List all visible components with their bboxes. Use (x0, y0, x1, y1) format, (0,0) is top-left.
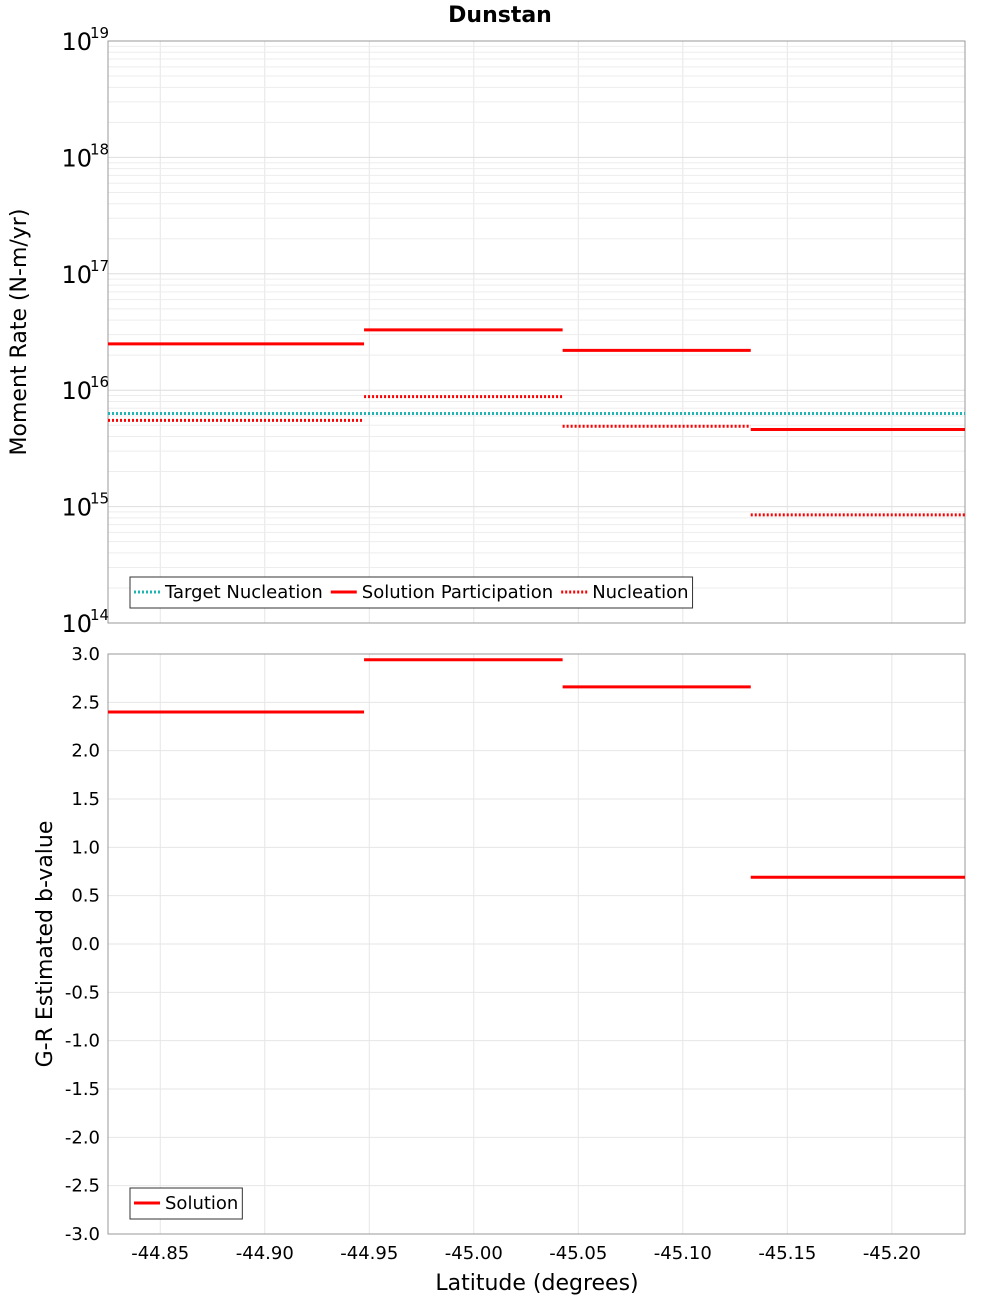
y-tick-label: -2.5 (65, 1176, 100, 1197)
y-tick-label: -1.0 (65, 1031, 100, 1052)
x-tick-label: -44.90 (236, 1243, 294, 1264)
y-tick-exponent: 18 (90, 140, 109, 158)
y-tick-label: 1.5 (71, 789, 100, 810)
x-tick-label: -45.10 (654, 1243, 712, 1264)
x-tick-label: -44.85 (131, 1243, 189, 1264)
x-tick-label: -45.00 (445, 1243, 503, 1264)
y-tick-label: 10 (61, 261, 92, 289)
y-axis-label: Moment Rate (N-m/yr) (7, 209, 32, 456)
x-tick-label: -45.20 (863, 1243, 921, 1264)
b-value-panel: 3.0 2.5 2.0 1.5 1.0 0.5 0.0 -0.5 -1.0 -1.5 -2.0 -2.… (33, 644, 966, 1264)
y-tick-label: 10 (61, 28, 92, 56)
y-tick-exponent: 17 (90, 257, 109, 275)
y-tick-label: -1.5 (65, 1079, 100, 1100)
y-tick-label: 1.0 (71, 837, 100, 858)
chart-title: Dunstan (448, 3, 552, 28)
plot-frame (107, 653, 966, 1235)
plot-frame (107, 40, 966, 624)
y-tick-exponent: 16 (90, 373, 109, 391)
y-tick-exponent: 19 (90, 24, 109, 42)
x-axis-label: Latitude (degrees) (435, 1271, 638, 1296)
y-tick-label: 2.5 (71, 692, 100, 713)
x-tick-label: -45.15 (758, 1243, 816, 1264)
legend-label: Solution Participation (362, 582, 553, 603)
y-tick-label: 2.0 (71, 741, 100, 762)
legend-box (129, 576, 694, 609)
legend: Solution (129, 1187, 243, 1220)
y-tick-label: 0.5 (71, 886, 100, 907)
y-axis-label: G-R Estimated b-value (33, 821, 58, 1068)
y-tick-label: -0.5 (65, 982, 100, 1003)
legend-label: Solution (165, 1193, 238, 1214)
y-tick-label: 10 (61, 144, 92, 172)
x-tick-label: -44.95 (340, 1243, 398, 1264)
y-tick-label: 10 (61, 377, 92, 405)
y-tick-exponent: 14 (90, 606, 109, 624)
legend-label: Target Nucleation (164, 582, 323, 603)
y-tick-label: -2.0 (65, 1127, 100, 1148)
legend-label: Nucleation (592, 582, 688, 603)
y-tick-label: 10 (61, 610, 92, 638)
y-tick-exponent: 15 (90, 490, 109, 508)
y-tick-label: 3.0 (71, 644, 100, 665)
x-tick-label: -45.05 (549, 1243, 607, 1264)
legend: Target Nucleation Solution Participation N… (129, 576, 694, 609)
y-tick-label: 10 (61, 494, 92, 522)
y-tick-label: 0.0 (71, 934, 100, 955)
y-tick-label: -3.0 (65, 1224, 100, 1245)
